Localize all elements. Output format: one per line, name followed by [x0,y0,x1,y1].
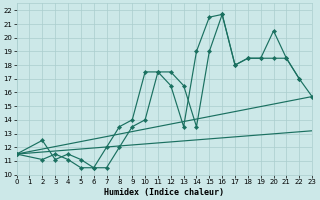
X-axis label: Humidex (Indice chaleur): Humidex (Indice chaleur) [104,188,224,197]
